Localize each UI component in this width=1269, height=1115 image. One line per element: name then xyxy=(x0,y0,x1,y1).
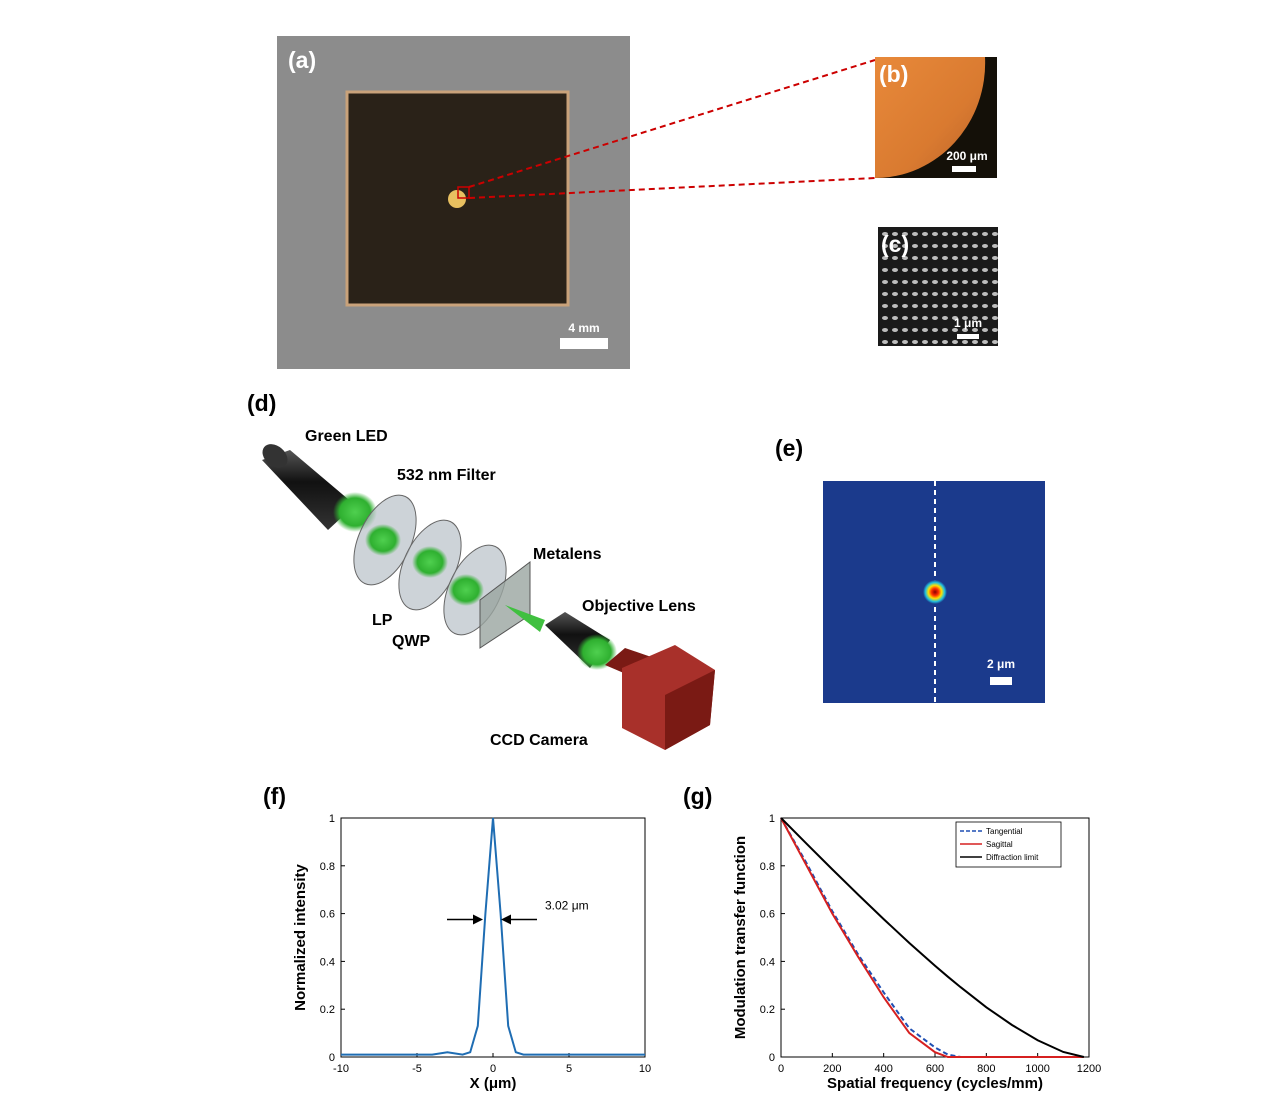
setup-illustration xyxy=(262,444,715,750)
scale-bar xyxy=(990,677,1012,685)
annotation-arrowhead xyxy=(501,914,511,925)
panel-label: (g) xyxy=(683,783,712,809)
y-axis-label: Normalized intensity xyxy=(292,863,309,1010)
panel-label: (d) xyxy=(247,390,276,416)
scale-bar xyxy=(957,334,979,339)
y-tick-label: 0.4 xyxy=(320,956,335,968)
x-tick-label: 0 xyxy=(490,1063,496,1075)
panel-label: (c) xyxy=(881,231,909,257)
x-tick-label: 800 xyxy=(977,1063,995,1075)
y-axis-label: Modulation transfer function xyxy=(732,836,749,1039)
legend-label: Sagittal xyxy=(986,840,1013,849)
scale-label: 200 μm xyxy=(946,149,987,163)
x-tick-label: 400 xyxy=(874,1063,892,1075)
panel-label: (b) xyxy=(879,61,908,87)
focal-spot xyxy=(923,580,947,604)
scale-label: 2 μm xyxy=(987,657,1015,671)
x-axis-label: X (μm) xyxy=(470,1075,517,1092)
y-tick-label: 0.6 xyxy=(760,909,775,921)
component-label: CCD Camera xyxy=(490,732,588,749)
x-tick-label: 600 xyxy=(926,1063,944,1075)
panel-label: (f) xyxy=(263,783,286,809)
plot-frame xyxy=(340,817,646,1058)
y-tick-label: 0.8 xyxy=(320,861,335,873)
annotation: 3.02 μm xyxy=(545,899,589,913)
component-label: QWP xyxy=(392,633,431,650)
component-label: Metalens xyxy=(533,546,602,563)
metalens-spot xyxy=(448,190,466,208)
panel-label: (a) xyxy=(288,47,316,73)
zoom-line xyxy=(468,59,876,188)
sem-image xyxy=(878,227,998,346)
x-tick-label: 1000 xyxy=(1025,1063,1049,1075)
x-tick-label: 200 xyxy=(823,1063,841,1075)
scale-bar xyxy=(560,338,608,349)
component-label: Objective Lens xyxy=(582,598,696,615)
y-tick-label: 0.8 xyxy=(760,861,775,873)
x-axis-label: Spatial frequency (cycles/mm) xyxy=(827,1075,1043,1092)
y-tick-label: 1 xyxy=(769,813,775,825)
x-tick-label: -10 xyxy=(333,1063,349,1075)
scale-bar xyxy=(952,166,976,172)
y-tick-label: 0 xyxy=(769,1052,775,1064)
legend-label: Diffraction limit xyxy=(986,853,1039,862)
scale-label: 4 mm xyxy=(568,321,599,335)
zoom-box xyxy=(457,186,470,199)
x-tick-label: 1200 xyxy=(1077,1063,1101,1075)
panel-label: (e) xyxy=(775,435,803,461)
legend-label: Tangential xyxy=(986,827,1023,836)
data-line xyxy=(341,817,645,1056)
component-label: Green LED xyxy=(305,428,388,445)
zoom-line xyxy=(468,177,876,199)
data-line xyxy=(780,817,1084,1058)
y-tick-label: 0.4 xyxy=(760,956,775,968)
component-label: 532 nm Filter xyxy=(397,467,496,484)
component-label: LP xyxy=(372,612,393,629)
scale-label: 1 μm xyxy=(954,316,982,330)
y-tick-label: 0.6 xyxy=(320,909,335,921)
y-tick-label: 1 xyxy=(329,813,335,825)
y-tick-label: 0.2 xyxy=(320,1004,335,1016)
y-tick-label: 0.2 xyxy=(760,1004,775,1016)
data-line xyxy=(780,817,1085,1058)
x-tick-label: 5 xyxy=(566,1063,572,1075)
annotation-arrowhead xyxy=(473,914,483,925)
x-tick-label: -5 xyxy=(412,1063,422,1075)
x-tick-label: 0 xyxy=(778,1063,784,1075)
lens-region xyxy=(875,57,986,179)
x-tick-label: 10 xyxy=(639,1063,651,1075)
y-tick-label: 0 xyxy=(329,1052,335,1064)
